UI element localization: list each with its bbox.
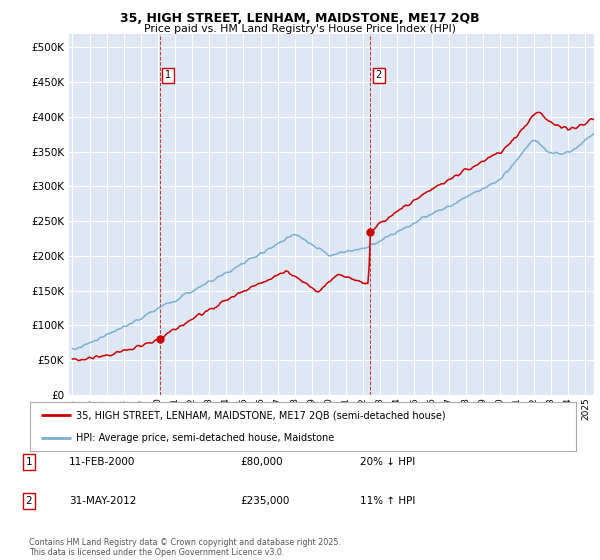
Text: 2: 2 [25,496,32,506]
Text: £80,000: £80,000 [240,457,283,467]
Text: 31-MAY-2012: 31-MAY-2012 [69,496,136,506]
Text: 1: 1 [165,70,171,80]
Text: HPI: Average price, semi-detached house, Maidstone: HPI: Average price, semi-detached house,… [76,433,335,443]
Text: 2: 2 [376,70,382,80]
Text: 11% ↑ HPI: 11% ↑ HPI [360,496,415,506]
Text: 11-FEB-2000: 11-FEB-2000 [69,457,136,467]
Text: 35, HIGH STREET, LENHAM, MAIDSTONE, ME17 2QB (semi-detached house): 35, HIGH STREET, LENHAM, MAIDSTONE, ME17… [76,410,446,421]
Text: 20% ↓ HPI: 20% ↓ HPI [360,457,415,467]
Text: £235,000: £235,000 [240,496,289,506]
Text: Price paid vs. HM Land Registry's House Price Index (HPI): Price paid vs. HM Land Registry's House … [144,24,456,34]
Text: Contains HM Land Registry data © Crown copyright and database right 2025.
This d: Contains HM Land Registry data © Crown c… [29,538,341,557]
Text: 1: 1 [25,457,32,467]
Text: 35, HIGH STREET, LENHAM, MAIDSTONE, ME17 2QB: 35, HIGH STREET, LENHAM, MAIDSTONE, ME17… [120,12,480,25]
